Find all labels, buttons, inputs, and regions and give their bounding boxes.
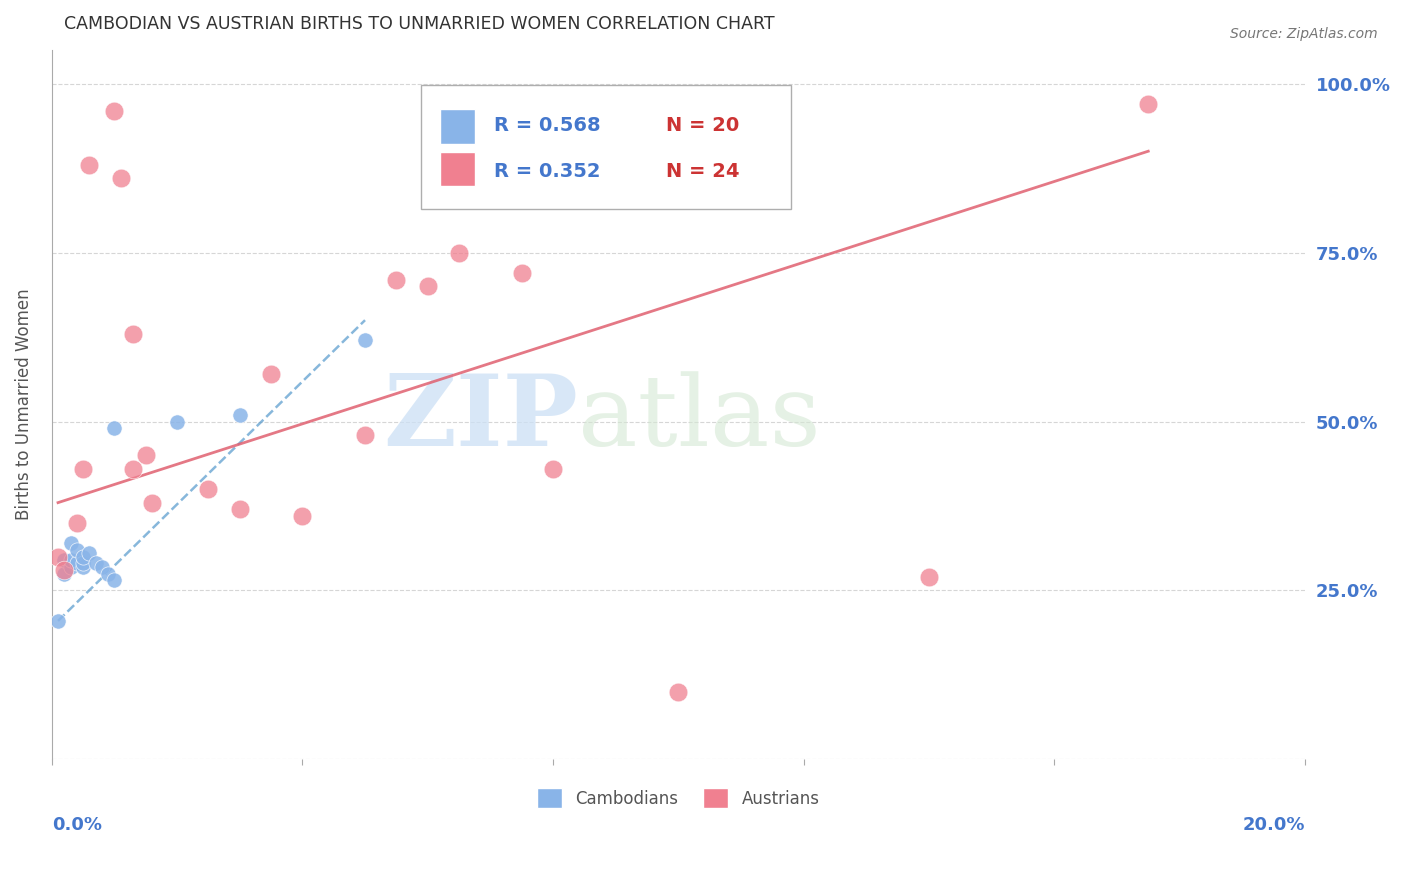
Text: R = 0.352: R = 0.352 xyxy=(494,162,600,181)
Text: 0.0%: 0.0% xyxy=(52,816,101,834)
Text: Source: ZipAtlas.com: Source: ZipAtlas.com xyxy=(1230,27,1378,41)
Point xyxy=(72,557,94,571)
Point xyxy=(66,557,89,571)
Point xyxy=(447,245,470,260)
Point xyxy=(110,171,132,186)
Text: CAMBODIAN VS AUSTRIAN BIRTHS TO UNMARRIED WOMEN CORRELATION CHART: CAMBODIAN VS AUSTRIAN BIRTHS TO UNMARRIE… xyxy=(65,15,775,33)
Point xyxy=(72,462,94,476)
Y-axis label: Births to Unmarried Women: Births to Unmarried Women xyxy=(15,289,32,520)
Point xyxy=(97,566,120,581)
Point xyxy=(66,516,89,530)
Point xyxy=(53,553,76,567)
FancyBboxPatch shape xyxy=(440,110,475,144)
Point xyxy=(46,549,69,564)
Point xyxy=(72,549,94,564)
Text: ZIP: ZIP xyxy=(384,370,578,467)
Point xyxy=(103,574,125,588)
Point xyxy=(103,421,125,435)
Point xyxy=(59,536,82,550)
Point xyxy=(260,368,283,382)
Point xyxy=(354,334,377,348)
Text: atlas: atlas xyxy=(578,371,821,467)
FancyBboxPatch shape xyxy=(440,152,475,186)
Point xyxy=(1137,96,1160,111)
Point xyxy=(53,566,76,581)
Text: R = 0.568: R = 0.568 xyxy=(494,116,600,136)
Point xyxy=(541,462,564,476)
Point xyxy=(510,266,533,280)
Point xyxy=(197,482,219,496)
Point xyxy=(228,408,250,422)
Point xyxy=(103,103,125,118)
Legend: Cambodians, Austrians: Cambodians, Austrians xyxy=(530,781,827,815)
Point xyxy=(291,509,314,524)
Point xyxy=(918,570,941,584)
Point xyxy=(666,685,689,699)
Point xyxy=(53,563,76,577)
Point xyxy=(141,495,163,509)
Point xyxy=(166,415,188,429)
Point xyxy=(90,559,112,574)
Point xyxy=(122,326,145,341)
Point xyxy=(385,272,408,286)
Point xyxy=(46,614,69,628)
FancyBboxPatch shape xyxy=(422,86,792,210)
Text: 20.0%: 20.0% xyxy=(1243,816,1305,834)
Point xyxy=(135,448,157,462)
Text: N = 20: N = 20 xyxy=(666,116,740,136)
Point xyxy=(122,462,145,476)
Point xyxy=(79,158,101,172)
Point xyxy=(84,557,107,571)
Point xyxy=(66,543,89,558)
Text: N = 24: N = 24 xyxy=(666,162,740,181)
Point xyxy=(228,502,250,516)
Point xyxy=(354,428,377,442)
Point xyxy=(416,279,439,293)
Point xyxy=(72,559,94,574)
Point xyxy=(79,546,101,560)
Point xyxy=(59,553,82,567)
Point xyxy=(59,559,82,574)
